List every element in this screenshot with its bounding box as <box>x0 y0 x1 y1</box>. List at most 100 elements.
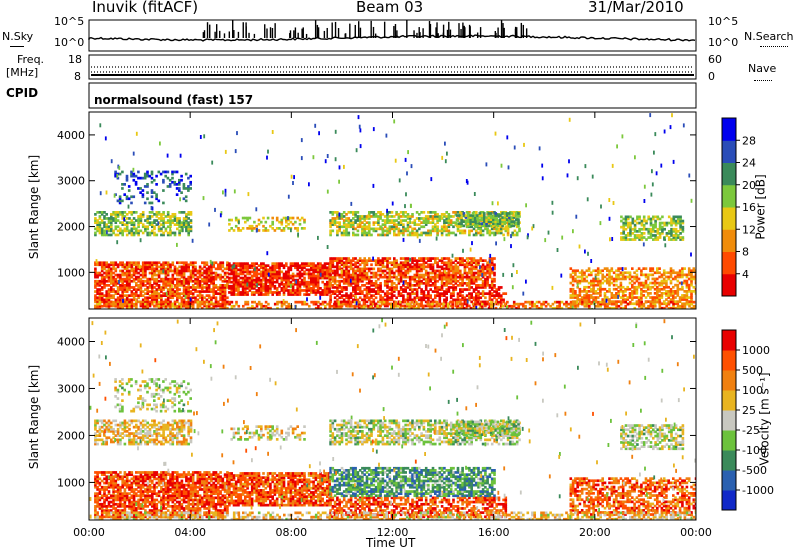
data-cell <box>264 272 268 276</box>
data-cell <box>135 292 138 295</box>
data-cell <box>180 178 183 182</box>
data-cell <box>198 273 202 277</box>
data-cell <box>628 275 632 279</box>
data-cell <box>370 267 373 271</box>
data-cell <box>166 277 170 281</box>
data-cell <box>182 302 186 306</box>
data-cell <box>644 283 648 287</box>
data-cell <box>490 227 494 231</box>
data-cell <box>661 230 664 233</box>
data-cell <box>157 170 161 174</box>
data-cell <box>241 280 245 284</box>
data-cell <box>118 195 122 199</box>
data-cell <box>230 218 233 222</box>
data-cell <box>125 300 129 304</box>
data-cell <box>624 271 627 275</box>
data-cell <box>370 288 373 291</box>
data-cell <box>166 211 170 214</box>
data-cell <box>201 284 204 287</box>
data-cell <box>660 283 664 287</box>
data-cell <box>379 217 382 220</box>
data-cell <box>305 289 309 292</box>
data-cell <box>415 223 419 226</box>
data-cell <box>191 269 195 273</box>
data-cell <box>402 275 405 279</box>
data-cell <box>636 215 639 219</box>
data-cell <box>253 291 256 294</box>
data-cell <box>678 273 682 277</box>
data-cell <box>329 261 332 265</box>
data-cell <box>307 287 311 290</box>
data-cell <box>182 225 186 229</box>
data-cell <box>381 263 385 267</box>
data-cell <box>472 279 476 283</box>
data-cell <box>100 279 104 283</box>
data-cell <box>241 284 245 288</box>
data-cell <box>642 281 645 285</box>
data-cell <box>658 287 661 291</box>
data-cell <box>674 300 677 303</box>
data-cell <box>168 178 172 182</box>
data-cell <box>319 293 322 296</box>
data-cell <box>571 275 575 279</box>
data-cell <box>431 298 435 302</box>
data-cell <box>273 262 277 265</box>
data-cell <box>393 259 396 262</box>
data-cell <box>189 279 193 283</box>
data-cell <box>246 280 249 284</box>
data-cell <box>141 263 145 267</box>
data-cell <box>323 293 327 296</box>
data-cell <box>431 215 435 218</box>
data-cell <box>169 277 172 281</box>
data-cell <box>338 261 341 265</box>
data-cell <box>253 280 256 284</box>
data-cell <box>203 296 206 300</box>
data-cell <box>130 290 134 293</box>
data-cell <box>210 269 213 273</box>
data-cell <box>280 222 284 226</box>
data-cell <box>656 227 660 231</box>
data-cell <box>626 298 629 301</box>
data-cell <box>342 231 346 235</box>
data-cell <box>228 264 231 267</box>
data-cell <box>141 284 145 287</box>
data-cell <box>436 269 439 273</box>
data-cell <box>436 265 439 269</box>
data-cell <box>103 221 106 224</box>
data-cell <box>651 277 655 281</box>
data-cell <box>578 292 582 295</box>
data-cell <box>300 282 304 286</box>
data-cell <box>674 238 678 241</box>
data-cell <box>103 211 106 214</box>
data-cell <box>464 216 468 219</box>
data-cell <box>471 214 475 217</box>
data-cell <box>443 277 446 281</box>
data-cell <box>477 259 480 262</box>
data-cell <box>203 290 206 293</box>
data-cell <box>139 187 142 190</box>
data-cell <box>619 300 623 303</box>
data-cell <box>486 231 489 235</box>
data-cell <box>434 225 437 229</box>
data-cell <box>119 302 122 306</box>
data-cell <box>178 306 181 309</box>
data-cell <box>287 268 290 272</box>
data-cell <box>139 229 143 233</box>
data-cell <box>477 271 480 275</box>
data-cell <box>406 259 410 262</box>
cpid-label: CPID <box>6 86 39 100</box>
data-cell <box>130 229 134 233</box>
data-cell <box>674 283 677 287</box>
data-cell <box>194 290 197 293</box>
data-cell <box>368 257 371 260</box>
data-cell <box>365 273 369 277</box>
data-cell <box>454 298 458 302</box>
data-cell <box>255 272 258 276</box>
data-cell <box>137 284 140 287</box>
data-cell <box>246 268 249 272</box>
data-cell <box>674 271 677 275</box>
data-cell <box>232 229 236 232</box>
data-cell <box>326 291 329 294</box>
data-cell <box>323 284 327 288</box>
data-cell <box>615 287 618 291</box>
